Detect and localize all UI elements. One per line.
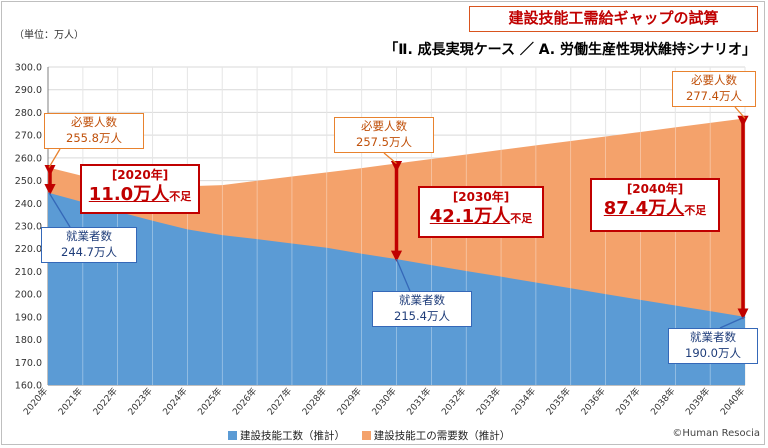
x-tick-label: 2032年 [439,385,469,417]
demand-callout-2020-label: 必要人数 [71,115,117,129]
x-tick-label: 2031年 [404,385,434,417]
x-tick-label: 2026年 [230,385,260,417]
y-tick-label: 290.0 [15,85,42,96]
chart-subtitle: 「Ⅱ. 成長実現ケース ／ A. 労働生産性現状維持シナリオ」 [384,42,756,58]
y-tick-label: 200.0 [15,290,42,301]
x-tick-label: 2030年 [369,385,399,417]
supply-callout-2040-leader [719,316,746,329]
x-tick-label: 2035年 [543,385,573,417]
x-tick-label: 2038年 [648,385,678,417]
y-tick-label: 210.0 [15,267,42,278]
supply-callout-2020-label: 就業者数 [66,229,112,243]
legend-label-demand: 建設技能工の需要数（推計） [373,430,511,442]
supply-callout-2030-value: 215.4万人 [394,309,450,323]
x-tick-label: 2034年 [508,385,538,417]
x-tick-label: 2040年 [718,385,748,417]
shortage-2020-year: [2020年] [111,168,169,182]
y-tick-label: 170.0 [15,358,42,369]
x-tick-label: 2027年 [265,385,295,417]
y-tick-label: 240.0 [15,199,42,210]
shortage-2040-suffix: 不足 [684,204,707,217]
x-tick-label: 2024年 [160,385,190,417]
demand-callout-2030: 必要人数 257.5万人 [334,117,434,153]
demand-callout-2030-value: 257.5万人 [356,135,412,149]
x-tick-label: 2039年 [683,385,713,417]
demand-callout-2040-value: 277.4万人 [686,89,742,103]
y-tick-label: 270.0 [15,131,42,142]
supply-callout-2040-label: 就業者数 [690,330,736,344]
gap-arrows [44,106,749,329]
x-tick-label: 2037年 [613,385,643,417]
demand-callout-2040-leader [734,106,746,119]
supply-callout-2030-label: 就業者数 [399,293,445,307]
demand-callout-2030-leader [383,152,397,165]
demand-callout-2020-leader [48,148,61,168]
x-tick-label: 2033年 [474,385,504,417]
y-tick-label: 190.0 [15,312,42,323]
y-tick-label: 260.0 [15,153,42,164]
legend-swatch-demand [361,431,371,440]
x-tick-label: 2022年 [90,385,120,417]
shortage-box-2040: [2040年] 87.4万人不足 [590,178,720,232]
shortage-2040-value: 87.4万人 [603,198,685,219]
supply-callout-2030: 就業者数 215.4万人 [372,291,472,327]
legend-label-supply: 建設技能工数（推計） [240,430,345,442]
y-tick-label: 160.0 [15,381,42,392]
legend-swatch-supply [228,431,237,440]
x-tick-label: 2036年 [578,385,608,417]
x-tick-label: 2023年 [125,385,155,417]
demand-callout-2040: 必要人数 277.4万人 [672,71,756,107]
y-tick-label: 280.0 [15,108,42,119]
shortage-2040-year: [2040年] [626,182,684,196]
demand-callout-2040-label: 必要人数 [691,73,737,87]
y-tick-label: 220.0 [15,244,42,255]
shortage-2020-value: 11.0万人 [88,184,170,205]
y-tick-label: 250.0 [15,176,42,187]
demand-callout-2020: 必要人数 255.8万人 [44,113,144,149]
copyright-text: ©Human Resocia [672,428,760,439]
chart-legend: 建設技能工数（推計） 建設技能工の需要数（推計） [228,428,510,443]
y-axis-ticks: 160.0 170.0 180.0 190.0 200.0 210.0 220.0 230.0… [15,63,42,392]
shortage-box-2020: [2020年] 11.0万人不足 [80,164,200,214]
demand-callout-2030-label: 必要人数 [361,119,407,133]
supply-callout-2030-leader [395,258,411,292]
supply-callout-2020-leader [48,192,71,228]
unit-label: （単位：万人） [14,30,84,41]
x-tick-label: 2028年 [299,385,329,417]
shortage-2030-year: [2030年] [452,190,510,204]
y-tick-label: 230.0 [15,222,42,233]
supply-callout-2020-value: 244.7万人 [61,245,117,259]
supply-callout-2040: 就業者数 190.0万人 [668,328,758,364]
x-axis-ticks: 2020年 2021年 2022年 2023年 2024年 2025年 2026年 2027年… [21,385,748,417]
shortage-2030-value: 42.1万人 [429,206,511,227]
y-tick-label: 300.0 [15,63,42,74]
chart-title: 建設技能工需給ギャップの試算 [469,6,758,32]
x-tick-label: 2021年 [55,385,85,417]
shortage-2030-suffix: 不足 [510,212,533,225]
x-tick-label: 2025年 [195,385,225,417]
shortage-2020-suffix: 不足 [169,190,192,203]
supply-callout-2040-value: 190.0万人 [685,346,741,360]
demand-callout-2020-value: 255.8万人 [66,131,122,145]
shortage-box-2030: [2030年] 42.1万人不足 [418,186,544,238]
x-tick-label: 2029年 [334,385,364,417]
y-tick-label: 180.0 [15,335,42,346]
supply-callout-2020: 就業者数 244.7万人 [41,227,137,263]
